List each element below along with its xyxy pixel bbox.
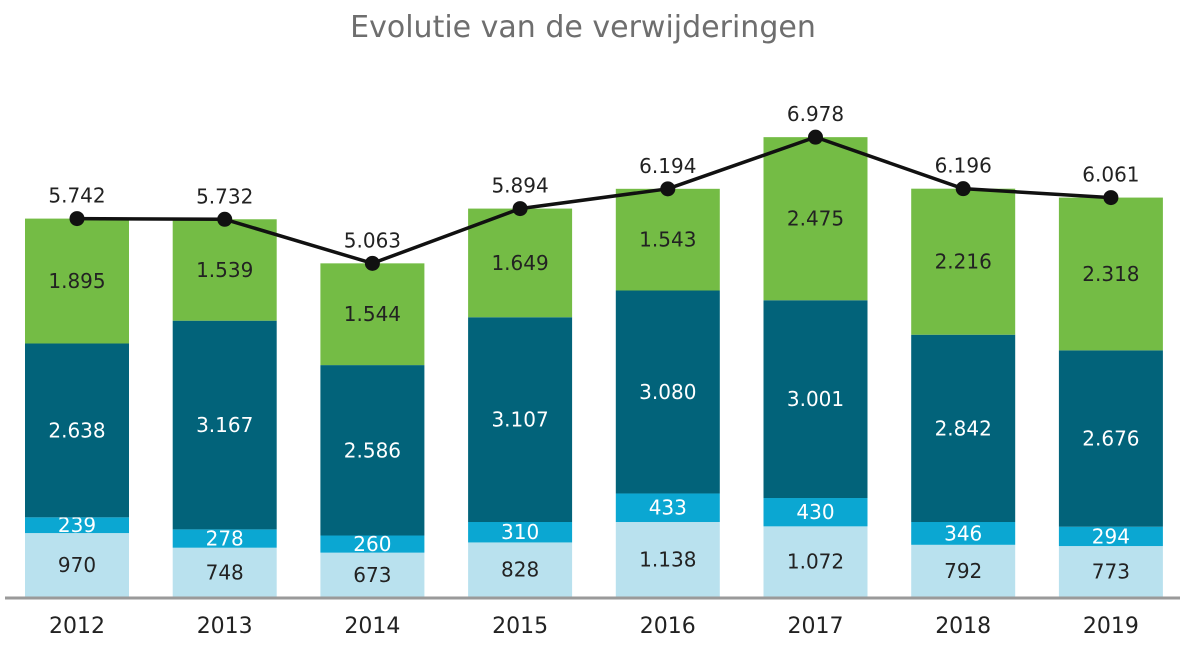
data-label: 2.676 [1082, 427, 1139, 451]
bar-segment [468, 208, 573, 318]
data-label: 294 [1092, 524, 1130, 548]
x-tick-label: 2017 [788, 614, 844, 639]
bar-segment [468, 522, 573, 543]
data-label: 773 [1092, 560, 1130, 584]
total-label: 5.732 [196, 184, 253, 208]
total-point [808, 129, 823, 145]
data-label: 310 [501, 520, 539, 544]
bar-segment [763, 526, 868, 597]
bar-segment [1058, 526, 1163, 547]
bar-segment [25, 517, 129, 534]
total-point [1103, 190, 1119, 206]
x-tick-label: 2015 [492, 614, 548, 639]
bar-segment [1058, 197, 1163, 351]
bar-segment [25, 218, 129, 344]
data-label: 1.138 [639, 548, 696, 572]
data-label: 2.586 [344, 438, 401, 462]
bar-segment [25, 533, 129, 597]
total-point [660, 181, 676, 197]
data-label: 2.842 [935, 416, 992, 440]
total-point [512, 201, 528, 217]
bar-segment [615, 522, 720, 597]
total-line [76, 135, 1112, 266]
bar-segment [911, 188, 1016, 335]
bar-segment [911, 334, 1016, 523]
bar-segment [615, 188, 720, 291]
chart-title: Evolutie van de verwijderingen [350, 10, 816, 45]
x-tick-label: 2014 [344, 614, 400, 639]
bar-segment [763, 137, 868, 301]
bar-segment [615, 290, 720, 494]
bar-segment [320, 535, 425, 553]
bar-segment [1058, 546, 1163, 597]
data-label: 792 [944, 559, 982, 583]
data-label: 260 [353, 532, 391, 556]
data-label: 2.475 [787, 207, 844, 231]
total-label: 6.194 [639, 154, 696, 178]
total-label: 6.196 [935, 154, 992, 178]
bar-segment [911, 544, 1016, 597]
total-label: 5.894 [491, 174, 548, 198]
bar-segment [172, 219, 277, 321]
bar-segment [468, 317, 573, 523]
total-label: 5.063 [344, 228, 401, 252]
data-label: 430 [796, 500, 834, 524]
total-label: 6.061 [1082, 163, 1139, 187]
data-label: 970 [58, 553, 96, 577]
data-label: 748 [206, 560, 244, 584]
total-point [217, 211, 233, 227]
data-label: 1.539 [196, 258, 253, 282]
bar-segment [320, 365, 425, 536]
data-label: 3.167 [196, 413, 253, 437]
x-tick-label: 2016 [640, 614, 696, 639]
bar-segment [615, 493, 720, 523]
data-label: 3.080 [639, 380, 696, 404]
total-point [69, 211, 85, 227]
bar-segment [320, 263, 425, 366]
x-tick-label: 2012 [49, 614, 105, 639]
total-label: 5.742 [48, 184, 105, 208]
bar-segment [172, 529, 277, 548]
total-point [955, 181, 971, 197]
data-label: 3.001 [787, 387, 844, 411]
data-label: 1.895 [48, 269, 105, 293]
x-tick-label: 2019 [1083, 614, 1139, 639]
data-label: 1.649 [491, 251, 548, 275]
total-label: 6.978 [787, 102, 844, 126]
data-label: 2.216 [935, 250, 992, 274]
data-label: 673 [353, 563, 391, 587]
x-tick-label: 2018 [935, 614, 991, 639]
data-label: 2.318 [1082, 262, 1139, 286]
data-label: 433 [649, 496, 687, 520]
bar-segment [763, 498, 868, 527]
data-label: 828 [501, 558, 539, 582]
data-label: 2.638 [48, 418, 105, 442]
data-label: 1.072 [787, 550, 844, 574]
bar-segment [25, 343, 129, 518]
bar-segment [172, 547, 277, 597]
x-tick-label: 2013 [197, 614, 253, 639]
bar-segment [763, 300, 868, 499]
data-label: 278 [206, 527, 244, 551]
data-label: 1.544 [344, 302, 401, 326]
data-label: 346 [944, 521, 982, 545]
data-label: 3.107 [491, 408, 548, 432]
total-point [364, 255, 380, 271]
data-label: 1.543 [639, 228, 696, 252]
bar-segment [1058, 350, 1163, 527]
bar-segment [172, 320, 277, 530]
bar-segment [320, 552, 425, 597]
bar-segment [468, 542, 573, 597]
bar-segment [911, 522, 1016, 545]
